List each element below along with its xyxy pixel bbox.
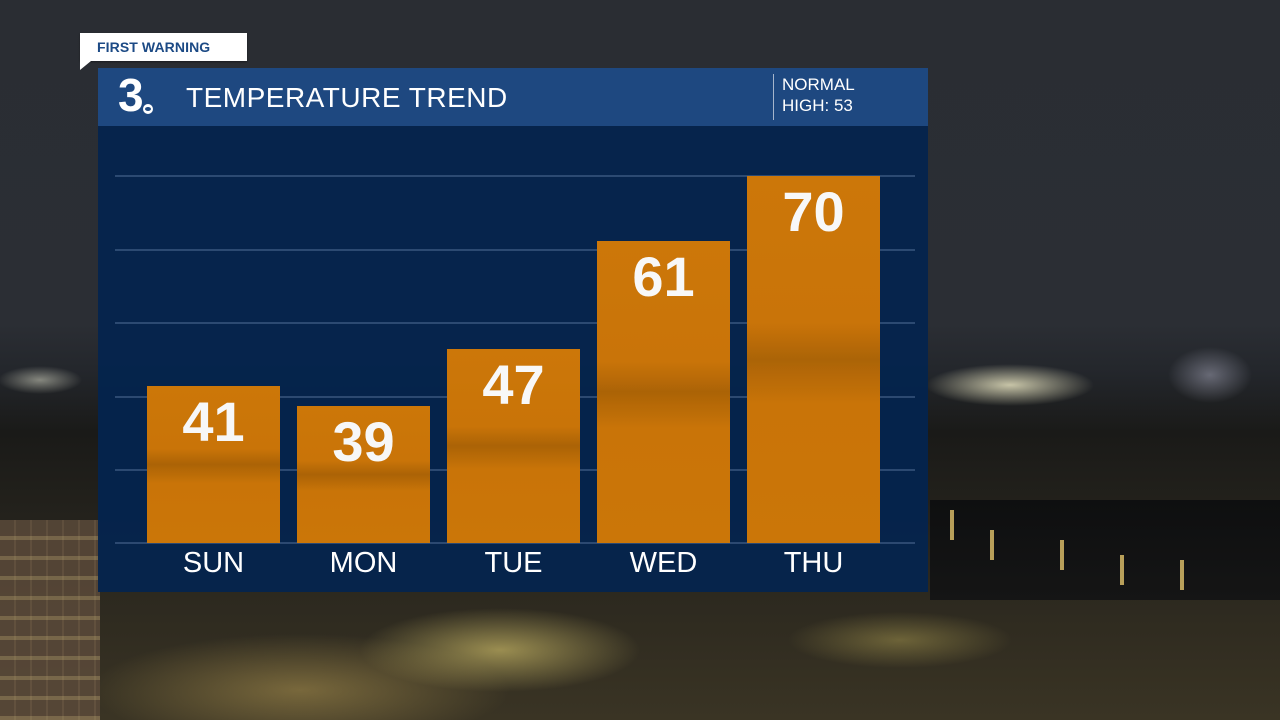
bar-value: 70 <box>782 180 845 243</box>
cbs-eye-icon <box>141 102 155 116</box>
bar-mon: 39 <box>297 406 430 543</box>
normal-high-annotation: NORMAL HIGH: 53 <box>773 74 855 120</box>
bar-sun: 41 <box>147 386 280 543</box>
background-river <box>930 500 1280 600</box>
gridline <box>115 249 915 251</box>
bar-thu: 70 <box>747 176 880 543</box>
day-label-sun: SUN <box>182 547 245 579</box>
gridline <box>115 175 915 177</box>
day-label-wed: WED <box>629 547 698 579</box>
bar-value: 41 <box>182 390 245 453</box>
bar-value: 39 <box>332 410 395 473</box>
temperature-trend-panel: 3 TEMPERATURE TREND NORMAL HIGH: 53 41 3… <box>98 68 928 592</box>
chart-plot-area: 41 39 47 61 70 <box>98 126 928 592</box>
baseline <box>115 542 915 544</box>
day-label-mon: MON <box>329 547 398 579</box>
first-warning-badge: FIRST WARNING <box>80 33 247 70</box>
chart-title: TEMPERATURE TREND <box>186 82 508 113</box>
day-label-tue: TUE <box>484 547 543 579</box>
normal-high-value: HIGH: 53 <box>782 96 853 115</box>
gridline <box>115 322 915 324</box>
panel-header: 3 TEMPERATURE TREND NORMAL HIGH: 53 <box>98 68 928 126</box>
first-warning-label: FIRST WARNING <box>97 39 211 55</box>
bar-wed: 61 <box>597 241 730 543</box>
day-label-thu: THU <box>783 547 844 579</box>
logo-number: 3 <box>118 69 144 121</box>
station-logo-icon: 3 <box>118 70 164 120</box>
bar-value: 47 <box>482 353 545 416</box>
background-building <box>0 520 100 720</box>
bar-value: 61 <box>632 245 695 308</box>
normal-label: NORMAL <box>782 75 855 94</box>
bar-tue: 47 <box>447 349 580 543</box>
